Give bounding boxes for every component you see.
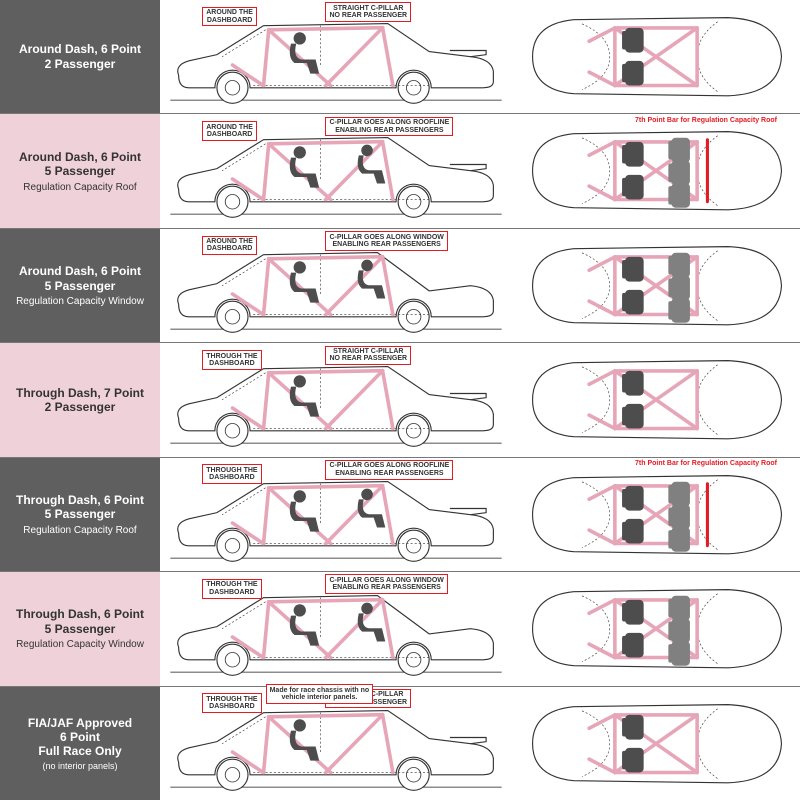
top-note: 7th Point Bar for Regulation Capacity Ro… [635, 460, 777, 467]
side-view: THROUGH THEDASHBOARD C-PILLAR GOES ALONG … [160, 572, 512, 685]
top-view: 7th Point Bar for Regulation Capacity Ro… [512, 114, 800, 227]
side-view: THROUGH THEDASHBOARDSTRAIGHT C-PILLARNO … [160, 687, 512, 800]
row-diagram: THROUGH THEDASHBOARDSTRAIGHT C-PILLARNO … [160, 687, 800, 800]
callout-dash: THROUGH THEDASHBOARD [202, 693, 261, 713]
callout-pillar: STRAIGHT C-PILLARNO REAR PASSENGER [325, 346, 411, 366]
callout-pillar: C-PILLAR GOES ALONG WINDOWENABLING REAR … [325, 574, 447, 594]
side-view: AROUND THEDASHBOARD C-PILLAR GOES ALONG W… [160, 229, 512, 342]
callout-dash: AROUND THEDASHBOARD [202, 236, 257, 256]
row-label: Through Dash, 6 Point5 Passenger Regulati… [0, 572, 160, 685]
row-subtitle: Regulation Capacity Roof [23, 525, 136, 536]
config-row: Through Dash, 6 Point5 Passenger Regulati… [0, 572, 800, 686]
callout-dash: THROUGH THEDASHBOARD [202, 350, 261, 370]
callout-dash: AROUND THEDASHBOARD [202, 7, 257, 27]
row-diagram: THROUGH THEDASHBOARD C-PILLAR GOES ALONG … [160, 572, 800, 685]
row-diagram: THROUGH THEDASHBOARD C-PILLAR GOES ALONG … [160, 458, 800, 571]
config-row: Through Dash, 7 Point2 Passenger TH [0, 343, 800, 457]
row-label: Through Dash, 7 Point2 Passenger [0, 343, 160, 456]
top-view: 7th Point Bar for Regulation Capacity Ro… [512, 458, 800, 571]
callout-dash: THROUGH THEDASHBOARD [202, 464, 261, 484]
top-note: 7th Point Bar for Regulation Capacity Ro… [635, 117, 777, 124]
callout-dash: AROUND THEDASHBOARD [202, 121, 257, 141]
rollcage-comparison-table: Around Dash, 6 Point2 Passenger ARO [0, 0, 800, 800]
row-label: Through Dash, 6 Point5 Passenger Regulati… [0, 458, 160, 571]
callout-pillar: C-PILLAR GOES ALONG WINDOWENABLING REAR … [325, 231, 447, 251]
row-diagram: AROUND THEDASHBOARD C-PILLAR GOES ALONG R… [160, 114, 800, 227]
row-title: Through Dash, 6 Point5 Passenger [16, 607, 144, 636]
config-row: Around Dash, 6 Point5 Passenger Regulatio… [0, 114, 800, 228]
row-title: Around Dash, 6 Point5 Passenger [19, 150, 141, 179]
side-view: AROUND THEDASHBOARD C-PILLAR GOES ALONG R… [160, 114, 512, 227]
callout-extra: Made for race chassis with novehicle int… [266, 684, 374, 704]
top-view [512, 687, 800, 800]
top-view [512, 0, 800, 113]
config-row: Through Dash, 6 Point5 Passenger Regulati… [0, 458, 800, 572]
callout-pillar: C-PILLAR GOES ALONG ROOFLINEENABLING REA… [325, 117, 453, 137]
top-view [512, 229, 800, 342]
side-view: THROUGH THEDASHBOARD C-PILLAR GOES ALONG … [160, 458, 512, 571]
config-row: Around Dash, 6 Point2 Passenger ARO [0, 0, 800, 114]
side-view: AROUND THEDASHBOARD STRAIGHT C-PILLARNO R… [160, 0, 512, 113]
row-tiny: (no interior panels) [42, 761, 117, 771]
row-diagram: AROUND THEDASHBOARD C-PILLAR GOES ALONG W… [160, 229, 800, 342]
row-label: Around Dash, 6 Point2 Passenger [0, 0, 160, 113]
row-title: Around Dash, 6 Point5 Passenger [19, 264, 141, 293]
callout-pillar: STRAIGHT C-PILLARNO REAR PASSENGER [325, 2, 411, 22]
row-label: Around Dash, 6 Point5 Passenger Regulatio… [0, 229, 160, 342]
top-view [512, 343, 800, 456]
callout-pillar: C-PILLAR GOES ALONG ROOFLINEENABLING REA… [325, 460, 453, 480]
row-diagram: THROUGH THEDASHBOARD STRAIGHT C-PILLARNO … [160, 343, 800, 456]
row-subtitle: Regulation Capacity Roof [23, 182, 136, 193]
config-row: FIA/JAF Approved6 PointFull Race Only (no… [0, 687, 800, 800]
row-title: Through Dash, 6 Point5 Passenger [16, 493, 144, 522]
row-label: FIA/JAF Approved6 PointFull Race Only (no… [0, 687, 160, 800]
row-diagram: AROUND THEDASHBOARD STRAIGHT C-PILLARNO R… [160, 0, 800, 113]
row-subtitle: Regulation Capacity Window [16, 296, 144, 307]
row-label: Around Dash, 6 Point5 Passenger Regulatio… [0, 114, 160, 227]
config-row: Around Dash, 6 Point5 Passenger Regulatio… [0, 229, 800, 343]
row-title: Around Dash, 6 Point2 Passenger [19, 42, 141, 71]
row-title: Through Dash, 7 Point2 Passenger [16, 386, 144, 415]
top-view [512, 572, 800, 685]
row-title: FIA/JAF Approved6 PointFull Race Only [28, 716, 132, 759]
side-view: THROUGH THEDASHBOARD STRAIGHT C-PILLARNO … [160, 343, 512, 456]
row-subtitle: Regulation Capacity Window [16, 639, 144, 650]
callout-dash: THROUGH THEDASHBOARD [202, 579, 261, 599]
